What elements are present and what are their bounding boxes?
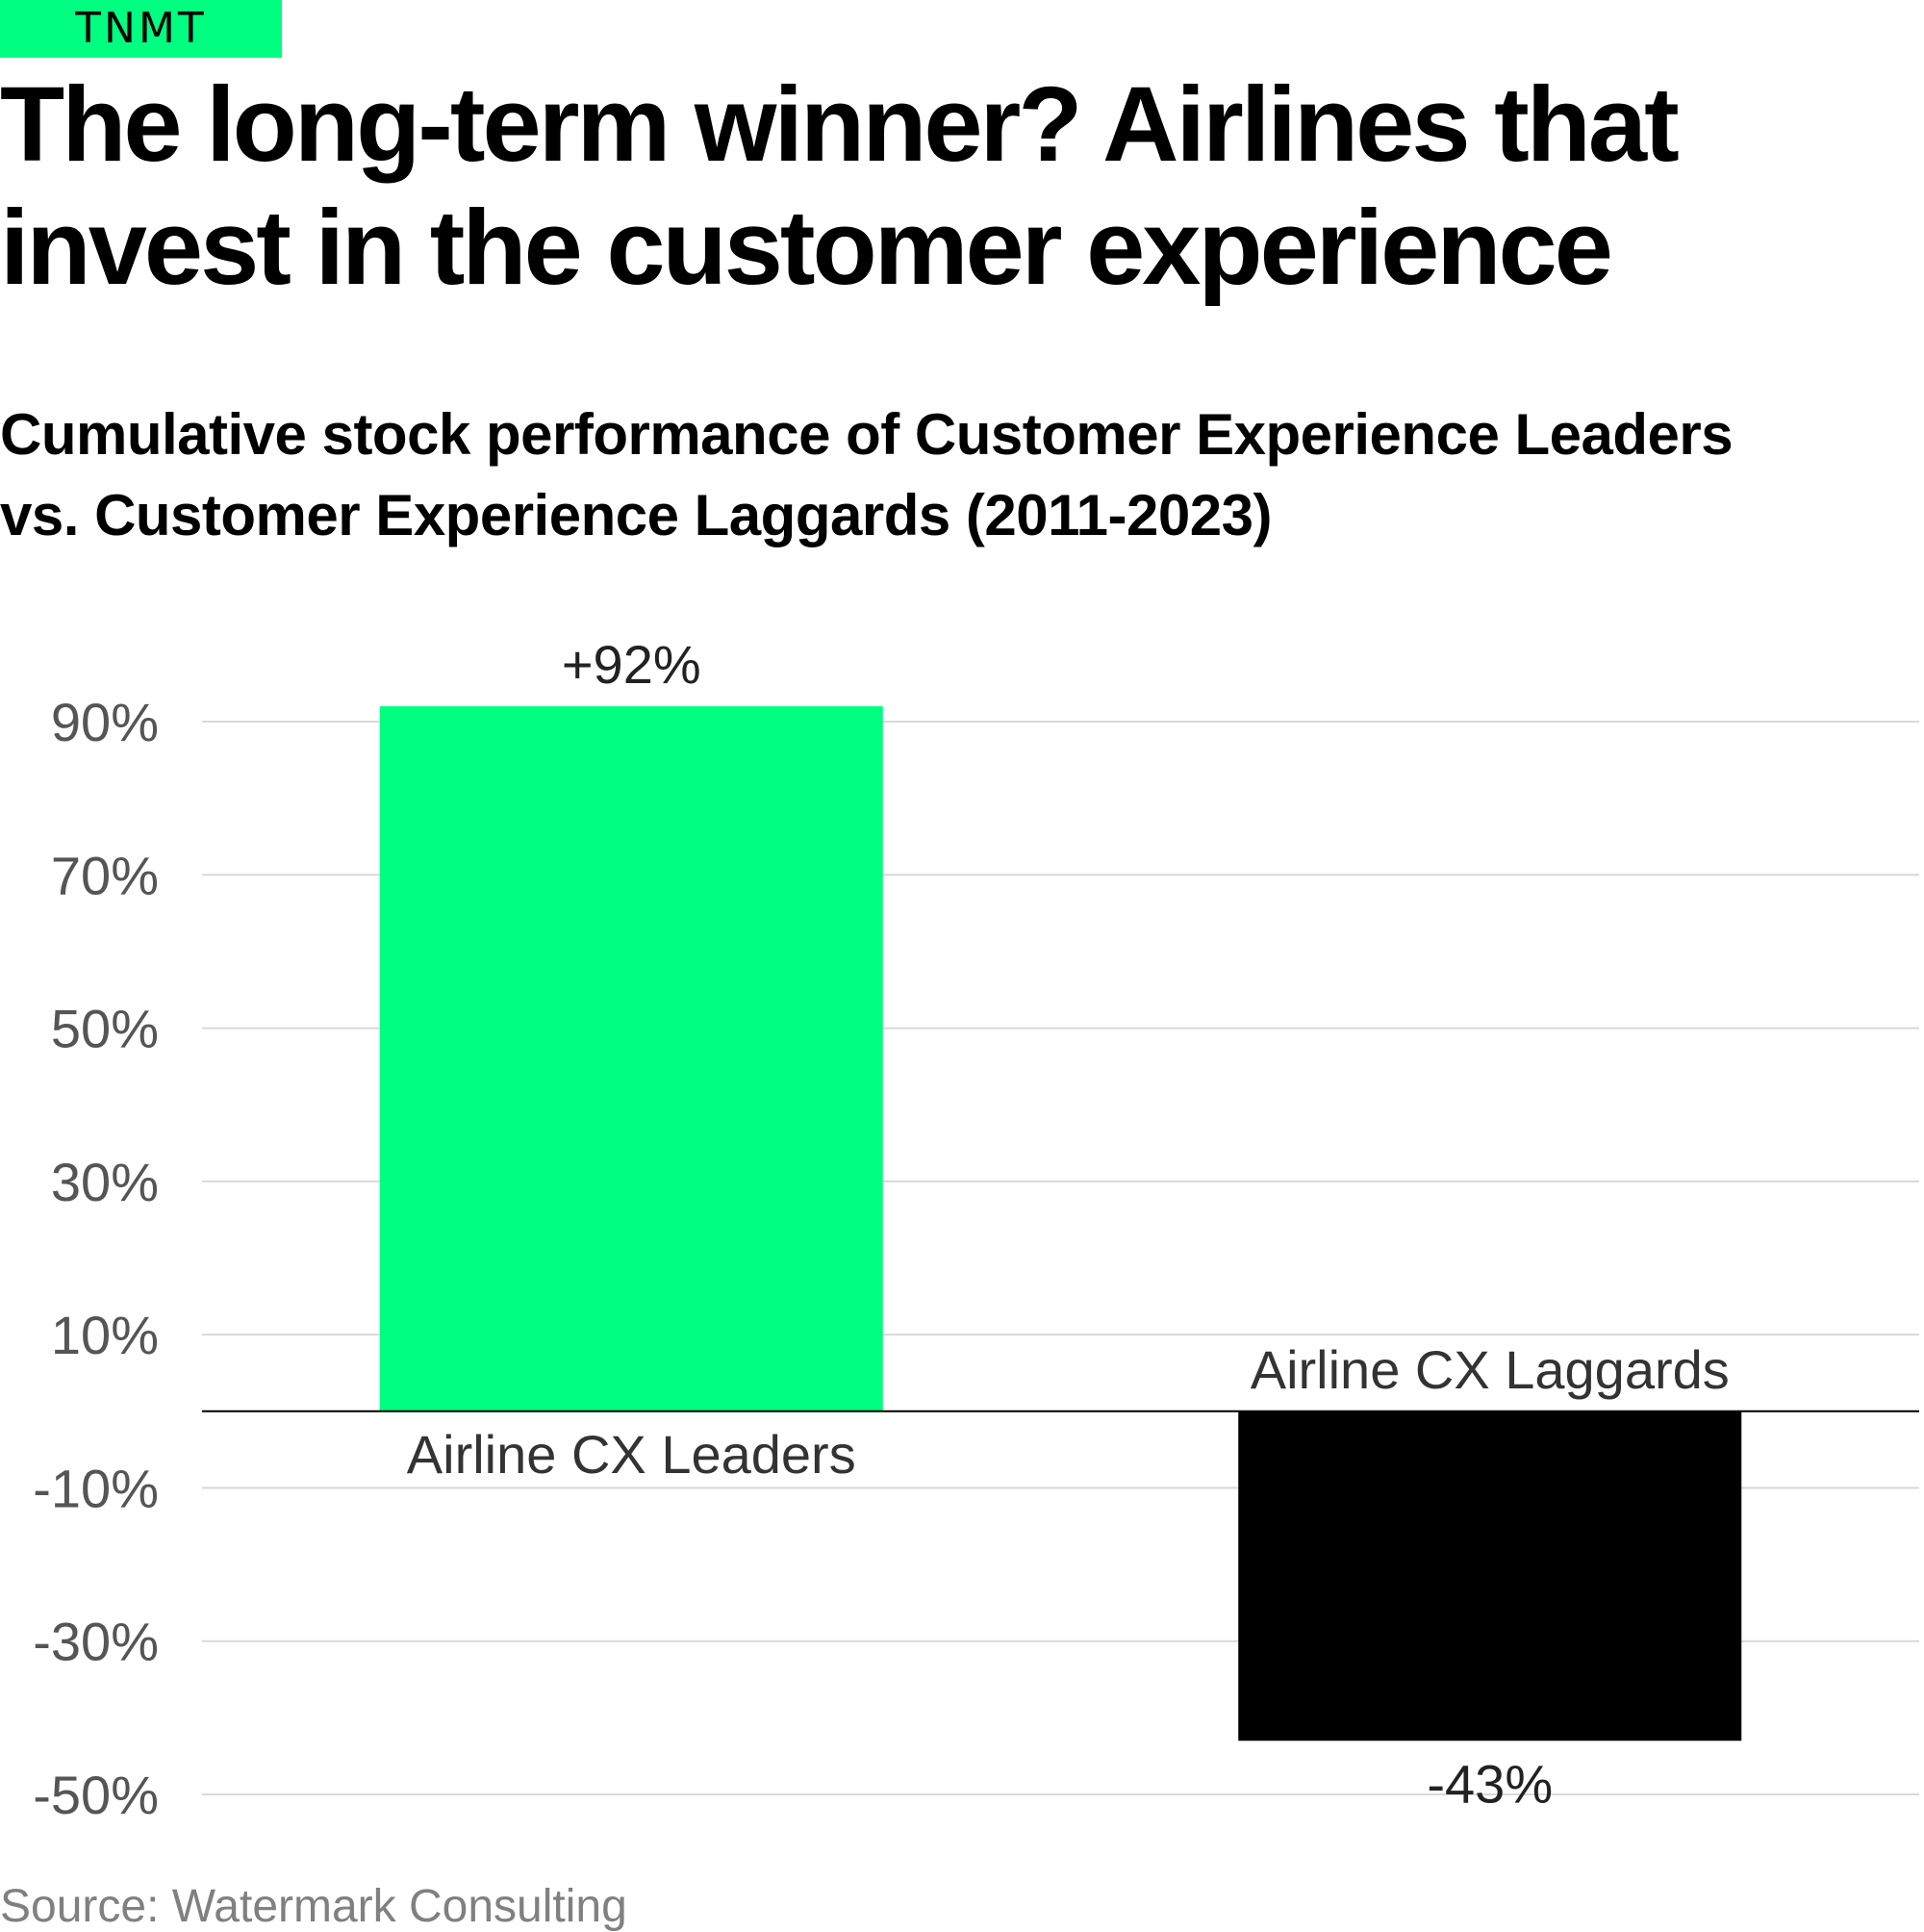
y-tick-label: 30%: [51, 1152, 159, 1212]
value-label: -43%: [1427, 1753, 1553, 1814]
headline-line-2: invest in the customer experience: [0, 189, 1613, 307]
value-label: +92%: [562, 634, 701, 695]
headline: The long-term winner? Airlines that inve…: [0, 64, 1924, 310]
y-axis-tick-labels: 90% 70% 50% 30% 10% -10% -30% -50%: [33, 692, 159, 1825]
bar-airline-cx-laggards: [1238, 1411, 1742, 1741]
bars: [379, 706, 1742, 1741]
category-label: Airline CX Leaders: [407, 1424, 856, 1485]
subtitle-line-2: vs. Customer Experience Laggards (2011-2…: [0, 483, 1272, 547]
brand-logo: TNMT: [0, 0, 282, 58]
y-tick-label: -30%: [33, 1612, 159, 1672]
y-tick-label: 90%: [51, 692, 159, 752]
y-tick-label: 70%: [51, 845, 159, 905]
brand-logo-text: TNMT: [75, 4, 207, 53]
y-tick-label: 50%: [51, 999, 159, 1059]
category-labels: Airline CX Leaders Airline CX Laggards: [407, 1339, 1730, 1485]
chart-subtitle: Cumulative stock performance of Customer…: [0, 394, 1924, 556]
y-tick-label: -50%: [33, 1765, 159, 1825]
subtitle-line-1: Cumulative stock performance of Customer…: [0, 402, 1734, 467]
y-tick-label: -10%: [33, 1458, 159, 1518]
bar-airline-cx-leaders: [379, 706, 883, 1411]
category-label: Airline CX Laggards: [1251, 1339, 1730, 1400]
y-tick-label: 10%: [51, 1305, 159, 1365]
headline-line-1: The long-term winner? Airlines that: [0, 65, 1680, 184]
value-labels: +92% -43%: [562, 634, 1553, 1814]
source-note: Source: Watermark Consulting: [0, 1881, 627, 1932]
